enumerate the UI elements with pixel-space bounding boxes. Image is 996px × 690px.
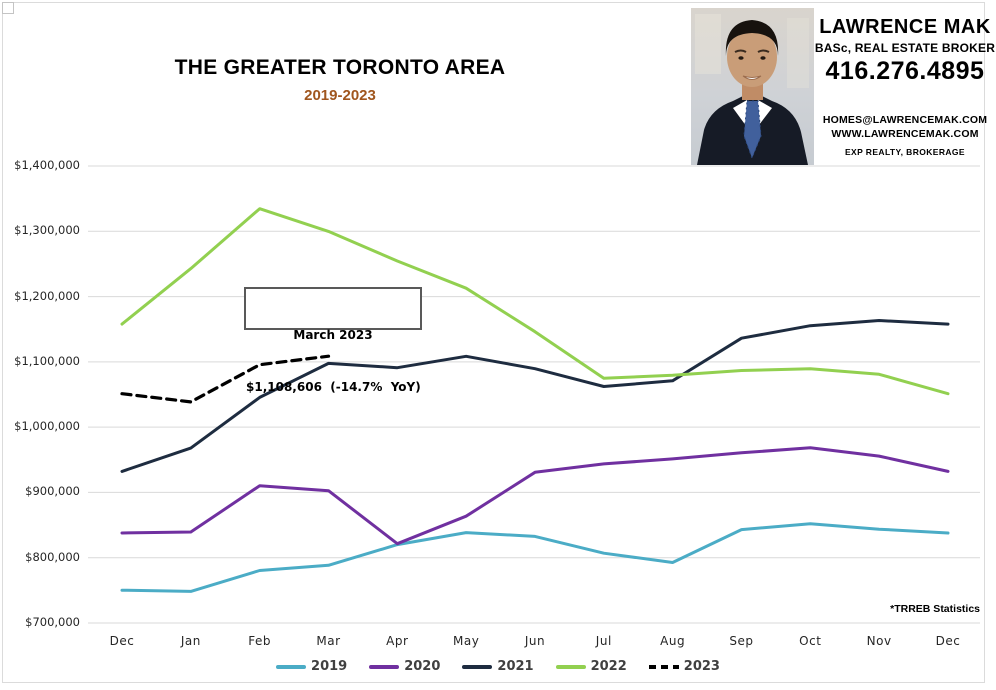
x-axis-tick-label: Aug — [660, 634, 686, 648]
y-axis-tick-label: $900,000 — [25, 484, 80, 499]
y-axis-tick-label: $700,000 — [25, 615, 80, 629]
legend-label-2021: 2021 — [497, 659, 534, 674]
annotation-title: March 2023 — [293, 327, 373, 342]
legend-item-2023: 2023 — [648, 659, 720, 674]
y-axis-tick-label: $1,300,000 — [14, 223, 80, 238]
x-axis-tick-label: Jun — [524, 634, 546, 648]
x-axis-tick-label: Feb — [248, 634, 272, 648]
x-axis-tick-label: Mar — [316, 634, 341, 648]
y-axis-tick-label: $1,000,000 — [14, 419, 80, 434]
legend-item-2019: 2019 — [276, 659, 347, 674]
agent-brokerage: EXP REALTY, BROKERAGE — [844, 147, 966, 157]
series-line-2023 — [120, 354, 331, 404]
series-line-2021 — [120, 319, 950, 473]
x-axis-tick-label: Jul — [595, 634, 612, 648]
chart-corner-handle — [2, 2, 14, 14]
series-line-2020 — [120, 446, 950, 546]
annotation-box: March 2023 $1,108,606 (-14.7% YoY) — [244, 287, 422, 394]
legend: 2019 2020 2021 2022 2023 — [0, 659, 996, 674]
x-axis-tick-label: Nov — [866, 634, 892, 648]
legend-swatch-2021 — [462, 664, 493, 669]
agent-name: LAWRENCE MAK — [819, 16, 991, 38]
annotation-value: $1,108,606 (-14.7% YoY) — [246, 379, 421, 394]
legend-item-2022: 2022 — [555, 659, 627, 674]
agent-photo — [691, 8, 814, 165]
legend-label-2020: 2020 — [404, 659, 441, 674]
legend-swatch-2022 — [555, 664, 586, 669]
series-line-2019 — [120, 522, 950, 593]
legend-label-2023: 2023 — [683, 659, 720, 674]
branding-text: LAWRENCE MAK BASc, REAL ESTATE BROKER 41… — [814, 8, 996, 168]
legend-item-2020: 2020 — [369, 659, 440, 674]
x-axis-tick-label: May — [452, 634, 480, 648]
branding-block: LAWRENCE MAK BASc, REAL ESTATE BROKER 41… — [691, 8, 996, 168]
agent-headshot-illustration — [691, 8, 814, 165]
footnote: *TRREB Statistics — [890, 603, 980, 615]
legend-item-2021: 2021 — [462, 659, 534, 674]
x-axis-tick-label: Apr — [386, 634, 409, 648]
chart-title: THE GREATER TORONTO AREA — [174, 56, 506, 79]
chart-subtitle: 2019-2023 — [304, 87, 376, 104]
legend-swatch-2023 — [648, 664, 679, 669]
x-axis-tick-label: Dec — [109, 634, 135, 648]
x-axis-tick-label: Jan — [180, 634, 201, 648]
legend-label-2022: 2022 — [590, 659, 627, 674]
legend-swatch-2020 — [369, 664, 400, 669]
y-axis-tick-label: $1,400,000 — [14, 158, 80, 172]
x-axis-tick-label: Sep — [729, 634, 754, 648]
y-axis-tick-label: $800,000 — [25, 549, 80, 564]
legend-label-2019: 2019 — [311, 659, 348, 674]
x-axis-tick-label: Dec — [935, 634, 961, 648]
agent-phone: 416.276.4895 — [825, 57, 985, 85]
title-block: THE GREATER TORONTO AREA 2019-2023 — [140, 56, 540, 104]
y-axis-tick-label: $1,100,000 — [14, 353, 80, 368]
x-axis-tick-label: Oct — [799, 634, 822, 648]
legend-swatch-2019 — [276, 664, 307, 669]
agent-credentials: BASc, REAL ESTATE BROKER — [814, 41, 996, 55]
y-axis-tick-label: $1,200,000 — [14, 288, 80, 303]
agent-email: HOMES@LAWRENCEMAK.COM — [822, 114, 988, 126]
agent-website: WWW.LAWRENCEMAK.COM — [831, 128, 979, 140]
series-line-2022 — [120, 207, 950, 396]
